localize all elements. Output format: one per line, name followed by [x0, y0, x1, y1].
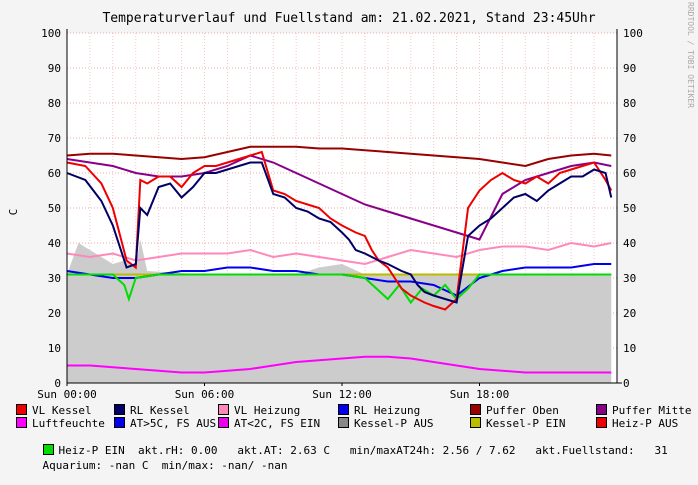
series-vl-kessel	[66, 150, 613, 311]
y-tick-label: 70	[48, 132, 61, 145]
legend-swatch	[218, 417, 229, 428]
y-axis-label: C	[7, 209, 20, 216]
y-tick-label: 100	[41, 27, 61, 40]
legend-item: AT>5C, FS AUS	[114, 417, 216, 430]
y-tick-label-right: 90	[623, 62, 636, 75]
legend-label: AT>5C, FS AUS	[130, 417, 217, 430]
y-tick-label-right: 80	[623, 97, 636, 110]
x-tick-label: Sun 00:00	[37, 388, 97, 401]
series-rl-kessel	[66, 161, 613, 304]
legend-label: Heiz-P AUS	[612, 417, 679, 430]
y-tick-label-right: 10	[623, 342, 636, 355]
y-tick-label-right: 60	[623, 167, 636, 180]
legend-item: VL Heizung	[218, 404, 300, 417]
status-values: akt.rH: 0.00 akt.AT: 2.63 C min/maxAT24h…	[137, 444, 668, 457]
series-puffer-oben	[66, 145, 612, 168]
y-tick-label: 20	[48, 307, 61, 320]
aquarium-status: Aquarium: -nan C min/max: -nan/ -nan	[42, 459, 288, 472]
graph-frame: Temperaturverlauf und Fuellstand am: 21.…	[7, 2, 695, 472]
legend-label: Luftfeuchte	[32, 417, 105, 430]
chart-title: Temperaturverlauf und Fuellstand am: 21.…	[102, 11, 595, 26]
legend-label: VL Kessel	[32, 404, 92, 417]
legend-swatch-heizp-ein	[42, 444, 54, 455]
legend-label: RL Heizung	[354, 404, 421, 417]
y-tick-label: 80	[48, 97, 61, 110]
watermark: RRDTOOL / TOBI OETIKER	[686, 2, 695, 108]
legend-item: Kessel-P EIN	[470, 417, 565, 430]
legend-item: AT<2C, FS EIN	[218, 417, 320, 430]
y-tick-label: 50	[48, 202, 61, 215]
legend-item: Puffer Mitte	[596, 404, 691, 417]
y-tick-label-right: 50	[623, 202, 636, 215]
legend-item: VL Kessel	[16, 404, 92, 417]
y-tick-label: 0	[54, 377, 61, 390]
legend-label: VL Heizung	[234, 404, 301, 417]
legend-swatch	[596, 404, 607, 415]
series-vl-heizung	[66, 241, 612, 266]
y-tick-label-right: 30	[623, 272, 636, 285]
legend-item: RL Heizung	[338, 404, 420, 417]
legend-label: Puffer Mitte	[612, 404, 692, 417]
y-tick-label-right: 100	[623, 27, 643, 40]
legend-item: Kessel-P AUS	[338, 417, 433, 430]
y-tick-label: 40	[48, 237, 61, 250]
y-tick-label: 10	[48, 342, 61, 355]
status-line-4: Aquarium: -nan C min/max: -nan/ -nan	[16, 446, 288, 485]
legend-label: Puffer Oben	[486, 404, 559, 417]
y-tick-label-right: 70	[623, 132, 636, 145]
series-heiz-p-ein	[67, 273, 612, 305]
legend-item: Heiz-P AUS	[596, 417, 678, 430]
legend-item: RL Kessel	[114, 404, 190, 417]
legend-item: Luftfeuchte	[16, 417, 105, 430]
legend-swatch	[596, 417, 607, 428]
y-tick-label: 30	[48, 272, 61, 285]
y-tick-label-right: 0	[623, 377, 630, 390]
legend-swatch	[16, 404, 27, 415]
status-line-3: Heiz-P EIN akt.rH: 0.00 akt.AT: 2.63 C m…	[16, 431, 668, 470]
legend-swatch	[338, 417, 349, 428]
legend-swatch	[470, 404, 481, 415]
x-tick-label: Sun 18:00	[450, 388, 510, 401]
legend-swatch	[114, 404, 125, 415]
legend-item: Puffer Oben	[470, 404, 559, 417]
y-tick-label: 60	[48, 167, 61, 180]
legend-swatch	[218, 404, 229, 415]
legend-swatch	[16, 417, 27, 428]
legend-label: Kessel-P EIN	[486, 417, 566, 430]
legend-swatch	[470, 417, 481, 428]
legend-swatch	[114, 417, 125, 428]
plot-area: 0 0 10 10 20 20 30 30 40 40 50 50 60 60 70 70 80 80 90 90 10…	[37, 27, 643, 401]
y-tick-label: 90	[48, 62, 61, 75]
legend-swatch	[338, 404, 349, 415]
series-luftfeuchte	[67, 355, 612, 374]
legend-label-heizp-ein: Heiz-P EIN	[58, 444, 125, 457]
legend-label: AT<2C, FS EIN	[234, 417, 321, 430]
legend-label: RL Kessel	[130, 404, 190, 417]
y-tick-label-right: 20	[623, 307, 636, 320]
legend-label: Kessel-P AUS	[354, 417, 434, 430]
chart-area: Temperaturverlauf und Fuellstand am: 21.…	[7, 2, 695, 401]
x-tick-label: Sun 12:00	[312, 388, 372, 401]
x-tick-label: Sun 06:00	[175, 388, 235, 401]
y-tick-label-right: 40	[623, 237, 636, 250]
